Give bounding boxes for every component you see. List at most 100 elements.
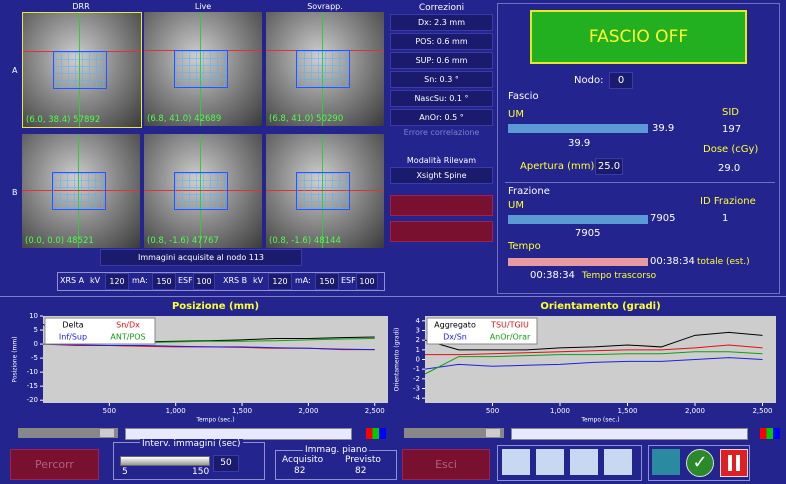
xray-image: (6.0, 38.4) 57892	[22, 12, 142, 128]
y-tick-label: 10	[29, 312, 38, 320]
exit-button[interactable]: Esci	[402, 449, 490, 480]
series-line	[424, 357, 763, 370]
slider[interactable]	[120, 456, 210, 466]
confirm-button[interactable]: ✓	[686, 449, 714, 477]
action-group	[648, 445, 750, 481]
xrs-label: mA:	[132, 276, 148, 285]
xrs-value: 150	[152, 273, 176, 290]
node-label: Nodo:	[574, 75, 604, 86]
y-tick-label: -4	[413, 394, 421, 402]
tool-group	[497, 445, 642, 481]
xray-image: (6.8, 41.0) 42689	[144, 12, 262, 126]
x-tick-label: 500	[486, 407, 499, 415]
xray-image: (6.8, 41.0) 50290	[266, 12, 384, 126]
x-tick-label: 1,000	[166, 407, 186, 415]
um-value: 39.9	[652, 123, 675, 134]
y-tick-label: 0	[34, 340, 38, 348]
y-tick-label: -2	[413, 375, 420, 383]
y-tick-label: -5	[31, 354, 38, 362]
xrs-label: mA:	[295, 276, 311, 285]
image-caption: (0.0, 0.0) 48521	[25, 236, 94, 246]
correlation-error: Errore correlazione	[403, 128, 480, 137]
legend-entry: Inf/Sup	[59, 333, 87, 342]
time-elapsed-label: Tempo trascorso	[582, 271, 657, 281]
action-button[interactable]	[390, 221, 493, 242]
scrollbar[interactable]	[18, 428, 118, 438]
image-header: Sovrapp.	[307, 2, 343, 11]
correction-value: AnOr: 0.5 °	[390, 109, 493, 126]
y-tick-label: 1	[416, 346, 420, 354]
legend	[426, 317, 538, 345]
x-tick-label: 2,000	[298, 407, 318, 415]
progress-bar	[508, 258, 648, 266]
xrs-name: XRS A	[60, 276, 85, 285]
sid-label: SID	[722, 107, 739, 118]
legend-entry: ANT/POS	[110, 333, 145, 342]
um-value: 7905	[650, 213, 676, 224]
roi-grid	[174, 50, 228, 88]
scrollbar[interactable]	[404, 428, 504, 438]
x-tick-label: 1,500	[617, 407, 637, 415]
pause-button[interactable]	[720, 449, 748, 477]
um-value: 39.9	[568, 138, 591, 149]
xray-image: (0.8, -1.6) 48144	[266, 134, 384, 248]
interval-value[interactable]: 50	[213, 455, 239, 472]
legend-entry: AnOr/Orar	[490, 333, 531, 342]
separator	[0, 296, 786, 297]
action-button[interactable]	[390, 195, 493, 216]
section-title: Fascio	[508, 91, 539, 102]
um-label: UM	[508, 200, 524, 211]
aperture-value: 25.0	[595, 158, 623, 175]
xray-image: (0.0, 0.0) 48521	[22, 134, 140, 248]
y-tick-label: -1	[413, 365, 420, 373]
correction-value: Sn: 0.3 °	[390, 71, 493, 88]
node-value: 0	[609, 72, 633, 89]
xrs-label: ESF	[341, 276, 356, 285]
tool-button[interactable]	[570, 449, 598, 475]
roi-grid	[174, 172, 228, 210]
xrs-value: 120	[268, 273, 292, 290]
x-axis-label: Tempo (sec.)	[195, 417, 234, 424]
slider-min: 5	[122, 467, 128, 477]
planned-value: 82	[355, 466, 367, 476]
roi-grid	[53, 51, 107, 89]
legend-entry: TSU/TGIU	[490, 321, 529, 330]
couch-button[interactable]	[652, 449, 680, 475]
aperture-label: Apertura (mm):	[520, 161, 598, 172]
image-caption: (6.0, 38.4) 57892	[26, 115, 101, 125]
roi-grid	[296, 172, 350, 210]
x-tick-label: 1,000	[550, 407, 570, 415]
tool-button[interactable]	[502, 449, 530, 475]
mode-value: Xsight Spine	[390, 167, 493, 184]
xrs-name: XRS B	[223, 276, 248, 285]
xrs-value: 100	[193, 273, 215, 290]
corrections-title: Correzioni	[418, 3, 465, 13]
y-tick-label: -10	[27, 368, 38, 376]
correction-value: NascSu: 0.1 °	[390, 90, 493, 107]
image-caption: (6.8, 41.0) 50290	[269, 114, 344, 124]
tool-button[interactable]	[604, 449, 632, 475]
xrs-label: ESF	[178, 276, 193, 285]
xrs-value: 100	[356, 273, 378, 290]
y-tick-label: 5	[34, 326, 38, 334]
y-tick-label: -3	[413, 385, 420, 393]
path-button[interactable]: Percorr	[10, 449, 99, 480]
sid-value: 197	[722, 124, 742, 135]
legend	[44, 317, 156, 345]
time-total-label: totale (est.)	[697, 257, 750, 267]
acquired-value: 82	[294, 466, 306, 476]
xrs-label: kV	[90, 276, 101, 285]
xrs-value: 150	[315, 273, 339, 290]
xrs-bar	[57, 272, 385, 291]
tool-button[interactable]	[536, 449, 564, 475]
dose-label: Dose (cGy)	[703, 144, 759, 155]
dose-value: 29.0	[718, 163, 741, 174]
image-header: DRR	[72, 2, 90, 11]
acquired-label: Acquisito	[282, 455, 324, 465]
series-line	[425, 344, 763, 356]
series-line	[42, 343, 375, 351]
progress-field	[511, 428, 748, 440]
y-tick-label: -15	[27, 382, 38, 390]
